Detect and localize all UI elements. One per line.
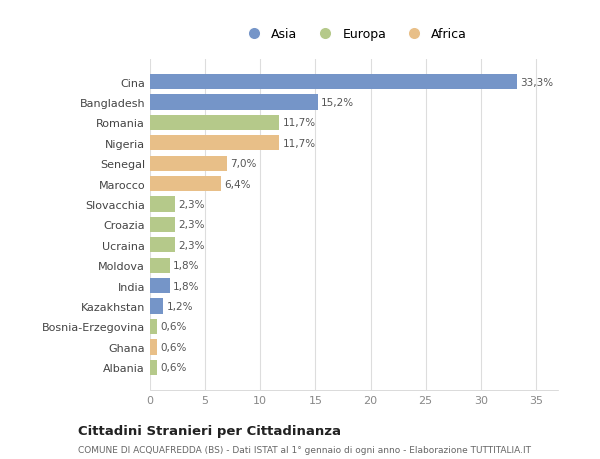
Text: 6,4%: 6,4%	[224, 179, 250, 189]
Text: 11,7%: 11,7%	[283, 139, 316, 148]
Text: 1,8%: 1,8%	[173, 261, 200, 271]
Bar	[150, 177, 221, 192]
Text: 2,3%: 2,3%	[179, 241, 205, 250]
Bar	[150, 319, 157, 335]
Bar	[150, 197, 175, 212]
Text: 2,3%: 2,3%	[179, 200, 205, 209]
Bar	[150, 156, 227, 172]
Legend: Asia, Europa, Africa: Asia, Europa, Africa	[236, 23, 472, 46]
Text: 11,7%: 11,7%	[283, 118, 316, 128]
Text: Cittadini Stranieri per Cittadinanza: Cittadini Stranieri per Cittadinanza	[78, 425, 341, 437]
Bar	[150, 95, 317, 110]
Text: 1,8%: 1,8%	[173, 281, 200, 291]
Text: 0,6%: 0,6%	[160, 342, 186, 352]
Bar	[150, 115, 279, 131]
Bar	[150, 136, 279, 151]
Text: 33,3%: 33,3%	[521, 77, 554, 87]
Bar	[150, 340, 157, 355]
Text: 0,6%: 0,6%	[160, 363, 186, 373]
Text: 7,0%: 7,0%	[230, 159, 257, 169]
Bar	[150, 75, 517, 90]
Text: 0,6%: 0,6%	[160, 322, 186, 332]
Bar	[150, 299, 163, 314]
Bar	[150, 217, 175, 233]
Text: 1,2%: 1,2%	[167, 302, 193, 311]
Bar	[150, 258, 170, 273]
Text: 2,3%: 2,3%	[179, 220, 205, 230]
Bar	[150, 360, 157, 375]
Text: COMUNE DI ACQUAFREDDA (BS) - Dati ISTAT al 1° gennaio di ogni anno - Elaborazion: COMUNE DI ACQUAFREDDA (BS) - Dati ISTAT …	[78, 445, 531, 454]
Bar	[150, 238, 175, 253]
Text: 15,2%: 15,2%	[321, 98, 354, 108]
Bar	[150, 278, 170, 294]
